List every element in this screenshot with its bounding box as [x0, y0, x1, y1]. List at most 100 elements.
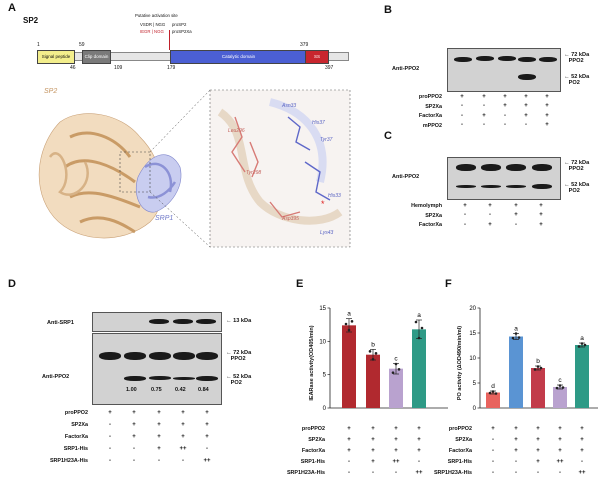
- treatment-sign: +: [371, 436, 375, 443]
- treatment-sign: -: [348, 458, 350, 465]
- band: [454, 57, 472, 62]
- panel-d-mw-srp1: ← 13 kDa: [226, 318, 252, 324]
- treatment-sign: +: [539, 212, 543, 218]
- treatment-sign: -: [418, 458, 420, 465]
- treatment-label: SRP1H23A-His: [286, 470, 325, 476]
- treatment-sign: ++: [556, 458, 564, 465]
- significance-letter: a: [417, 312, 421, 319]
- pos-379: 379: [300, 42, 309, 48]
- treatment-sign: +: [524, 103, 528, 109]
- pos-397: 397: [325, 65, 334, 71]
- treatment-sign: +: [514, 447, 518, 454]
- data-point: [391, 371, 395, 374]
- treatment-sign: -: [525, 122, 527, 128]
- treatment-sign: +: [205, 409, 209, 416]
- residue-asp395: Asp395: [282, 216, 299, 222]
- band: [173, 319, 193, 324]
- data-point: [583, 343, 587, 347]
- treatment-label: SP2Xa: [425, 103, 442, 110]
- mw-label: 72 kDa: [233, 350, 252, 356]
- residue-tyr298: Tyr298: [246, 170, 262, 176]
- treatment-label: SP2Xa: [308, 437, 325, 443]
- treatment-sign: +: [132, 409, 136, 416]
- treatment-sign: -: [461, 103, 463, 109]
- data-point: [420, 326, 424, 330]
- y-tick-label: 15: [319, 306, 326, 312]
- treatment-sign: +: [545, 112, 549, 119]
- treatment-sign: -: [489, 212, 491, 218]
- panel-e-letter: E: [296, 278, 304, 290]
- band: [506, 164, 526, 171]
- data-point: [397, 368, 401, 371]
- treatment-label: proPPO2: [301, 426, 325, 432]
- treatment-sign: +: [558, 425, 562, 432]
- band: [481, 185, 501, 188]
- treatment-sign: +: [514, 212, 518, 218]
- panel-b-antibody: Anti-PPO2: [392, 66, 420, 72]
- treatment-sign: ++: [392, 458, 400, 465]
- treatment-sign: +: [347, 425, 351, 432]
- treatment-sign: +: [371, 447, 375, 454]
- treatment-sign: -: [492, 458, 494, 465]
- bar: [553, 387, 567, 408]
- treatment-sign: +: [371, 458, 375, 465]
- treatment-sign: -: [537, 469, 539, 476]
- treatment-sign: -: [504, 122, 506, 128]
- treatment-sign: +: [417, 425, 421, 432]
- activation-seq-1: VSDR | NGG: [140, 22, 166, 27]
- panel-c-mw-bottom: ← 52 kDa PO2: [564, 182, 590, 195]
- band: [173, 377, 195, 380]
- mw-label: 72 kDa: [571, 52, 590, 58]
- treatment-sign: +: [157, 433, 161, 440]
- bar: [575, 345, 589, 408]
- treatment-sign: +: [545, 122, 549, 128]
- treatment-sign: +: [524, 93, 528, 100]
- treatment-sign: -: [461, 112, 463, 119]
- treatment-sign: +: [536, 425, 540, 432]
- domain-map: Signal peptide Clip domain Catalytic dom…: [37, 30, 349, 64]
- pos-46: 46: [70, 65, 76, 71]
- treatment-sign: -: [464, 212, 466, 218]
- treatment-label: FactorXa: [448, 448, 472, 454]
- data-point: [558, 384, 562, 387]
- significance-letter: c: [394, 355, 398, 362]
- treatment-sign: -: [483, 103, 485, 109]
- data-point: [511, 336, 515, 340]
- panel-d-blot-srp1: [92, 312, 222, 332]
- ratio-1: 1.00: [126, 387, 137, 393]
- panel-c-mw-top: ← 72 kDa PPO2: [564, 160, 590, 173]
- treatment-sign: -: [395, 469, 397, 476]
- bar: [412, 329, 426, 408]
- residue-tyr37: Tyr37: [320, 137, 333, 143]
- srp1-ribbon: [135, 154, 182, 213]
- treatment-sign: -: [158, 457, 160, 464]
- panel-b-mw-bottom: ← 52 kDa PO2: [564, 74, 590, 87]
- mw-label: 52 kDa: [233, 374, 252, 380]
- mw-label: PPO2: [568, 58, 584, 65]
- band: [506, 185, 526, 188]
- band: [124, 352, 146, 360]
- treatment-sign: +: [539, 202, 543, 209]
- panel-f-chart: 0 5 10 15 20 d a b c a: [469, 306, 598, 412]
- treatment-sign: -: [492, 447, 494, 454]
- treatment-sign: +: [503, 103, 507, 109]
- band: [196, 376, 218, 381]
- treatment-sign: +: [463, 202, 467, 209]
- treatment-sign: +: [482, 112, 486, 119]
- y-tick-label: 5: [323, 373, 327, 379]
- y-tick-label: 5: [473, 381, 477, 387]
- treatment-label: FactorXa: [418, 222, 442, 228]
- data-point: [577, 345, 581, 348]
- treatment-sign: +: [181, 409, 185, 416]
- band: [456, 185, 476, 188]
- treatment-sign: +: [460, 93, 464, 100]
- band: [518, 74, 536, 80]
- treatment-sign: +: [580, 425, 584, 432]
- y-tick-label: 20: [469, 306, 476, 312]
- treatment-sign: -: [461, 122, 463, 128]
- domain-catalytic: Catalytic domain: [170, 50, 307, 64]
- treatment-sign: ++: [578, 469, 586, 476]
- data-point: [347, 328, 351, 332]
- sp2-ribbon: [38, 113, 163, 239]
- panel-d-blot-ppo2: 1.00 0.75 0.42 0.84: [92, 333, 222, 405]
